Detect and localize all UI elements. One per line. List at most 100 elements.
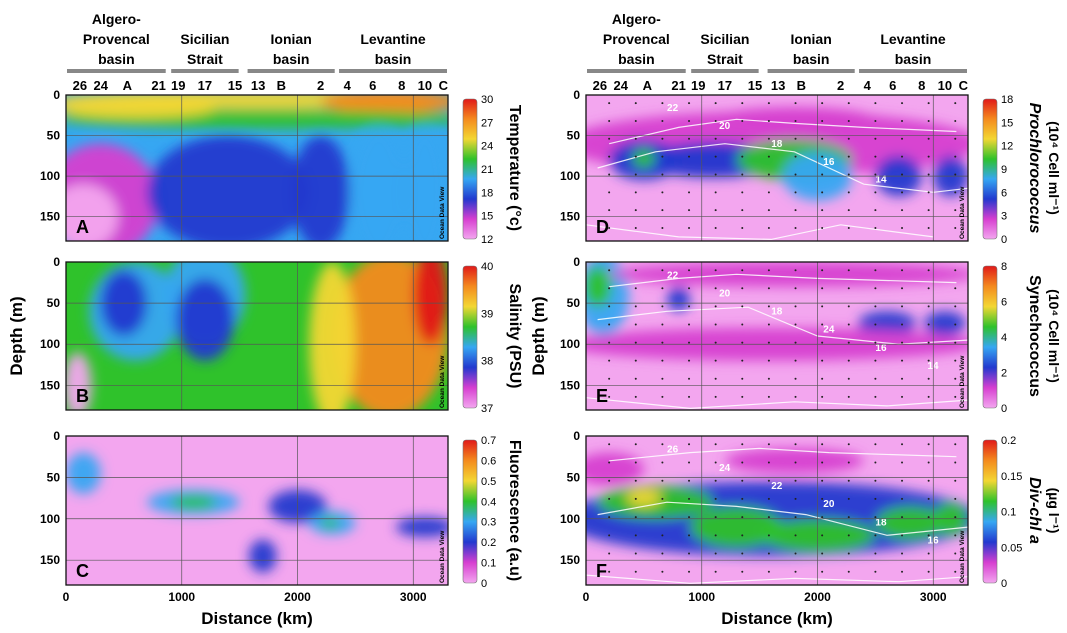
plot-frame (585, 94, 969, 242)
colorbar-gradient (463, 266, 477, 408)
sample-dot (874, 119, 877, 122)
plot-frame (585, 435, 969, 586)
sample-dot (874, 443, 877, 446)
sample-dot (714, 102, 717, 105)
sample-dot (821, 323, 824, 326)
sample-dot (927, 155, 930, 158)
sample-dot (608, 227, 611, 230)
colorbar-tick-label: 9 (1001, 164, 1007, 176)
sample-dot (661, 269, 664, 272)
colorbar: 30 27 24 21 18 15 12 Temperature (°c) (462, 94, 523, 246)
odv-label: Ocean Data View (959, 186, 966, 239)
sample-dot (688, 209, 691, 212)
colorbar-tick-label: 12 (1001, 141, 1013, 153)
sample-dot (688, 341, 691, 344)
sample-dot (661, 395, 664, 398)
grid (586, 95, 968, 241)
sample-dot (874, 155, 877, 158)
sample-dot (767, 377, 770, 380)
y-tick-label: 0 (573, 88, 580, 102)
sample-dot (901, 173, 904, 176)
basin-label: Algero-Provencal basin (83, 11, 150, 67)
isotherm-label: 22 (667, 270, 679, 281)
sample-dot (634, 395, 637, 398)
colorbar-tick-label: 24 (481, 141, 493, 153)
sample-dot (847, 323, 850, 326)
sample-dot (874, 305, 877, 308)
sample-dot (634, 191, 637, 194)
colorbar-tick-label: 0.4 (481, 496, 496, 508)
sample-dot (927, 341, 930, 344)
sample-dot (927, 479, 930, 482)
sample-dot (688, 443, 691, 446)
station-labels-left: 26 24 A 21 19 17 15 13 B 2 4 6 8 10 C (73, 78, 449, 93)
colorbar-tick-label: 15 (1001, 117, 1013, 129)
sample-dot (847, 269, 850, 272)
station-label: A (643, 78, 653, 93)
station-label: 21 (671, 78, 685, 93)
sample-dot (608, 497, 611, 500)
sample-dot (927, 534, 930, 537)
y-tick-label: 150 (560, 378, 580, 392)
sample-dot (847, 287, 850, 290)
y-tick-label: 100 (40, 512, 60, 526)
station-label: 24 (93, 78, 108, 93)
sample-dot (634, 461, 637, 464)
panel-C: 0 50 100 150 C Ocean Data View 0.7 0.6 0.5 0.4 0.3… (40, 429, 523, 590)
colorbar-tick-label: 8 (1001, 261, 1007, 273)
field-blob-2 (690, 506, 783, 548)
sample-dot (821, 534, 824, 537)
sample-dot (901, 227, 904, 230)
colorbar-tick-label: 40 (481, 261, 493, 273)
basin-bar (859, 69, 967, 73)
station-label: 6 (889, 78, 896, 93)
panel-letter: E (596, 386, 608, 406)
sample-dot (741, 173, 744, 176)
sample-dot (821, 227, 824, 230)
y-tick-label: 50 (47, 129, 61, 143)
sample-dot (661, 287, 664, 290)
isotherm-label: 18 (771, 139, 783, 150)
sample-dot (767, 534, 770, 537)
sample-dot (821, 570, 824, 573)
sample-dot (741, 516, 744, 519)
colorbar-tick-label: 6 (1001, 297, 1007, 309)
isotherm-line-1 (597, 501, 968, 536)
colorbar-tick-label: 0.1 (481, 558, 496, 570)
sample-dot (661, 305, 664, 308)
sample-dot (634, 102, 637, 105)
sample-dot (847, 497, 850, 500)
basin-bar (339, 69, 447, 73)
sample-dot (741, 552, 744, 555)
x-tick-labels-right: 0 1000 2000 3000 (583, 590, 947, 604)
sample-dot (927, 102, 930, 105)
field-blob-5 (320, 517, 340, 528)
colorbar: 18 15 12 9 6 3 0 Prochlorococcus (10⁴ Cell ml⁻¹) (982, 94, 1062, 246)
sample-dot (954, 119, 957, 122)
sample-dot (794, 341, 797, 344)
sample-dot (634, 443, 637, 446)
sample-dot (608, 570, 611, 573)
sample-dot (901, 155, 904, 158)
colorbar-tick-label: 0.3 (481, 517, 496, 529)
sample-dot (954, 155, 957, 158)
panel-letter: B (76, 386, 89, 406)
sample-dot (954, 461, 957, 464)
sample-dot (741, 341, 744, 344)
sample-dot (927, 516, 930, 519)
field-blob-4 (349, 127, 408, 241)
sample-dot (634, 137, 637, 140)
sample-dot (714, 443, 717, 446)
sample-dot (901, 377, 904, 380)
sample-dot (688, 516, 691, 519)
sample-dot (847, 377, 850, 380)
sample-dot (927, 395, 930, 398)
sample-dot (874, 323, 877, 326)
colorbar-unit: (10⁴ Cell ml⁻¹) (1046, 289, 1062, 383)
isotherm-label: 22 (771, 481, 783, 492)
field-blob-7 (248, 539, 277, 573)
sample-dot (608, 323, 611, 326)
sample-dot (821, 269, 824, 272)
sample-dot (714, 570, 717, 573)
sample-dot (688, 137, 691, 140)
